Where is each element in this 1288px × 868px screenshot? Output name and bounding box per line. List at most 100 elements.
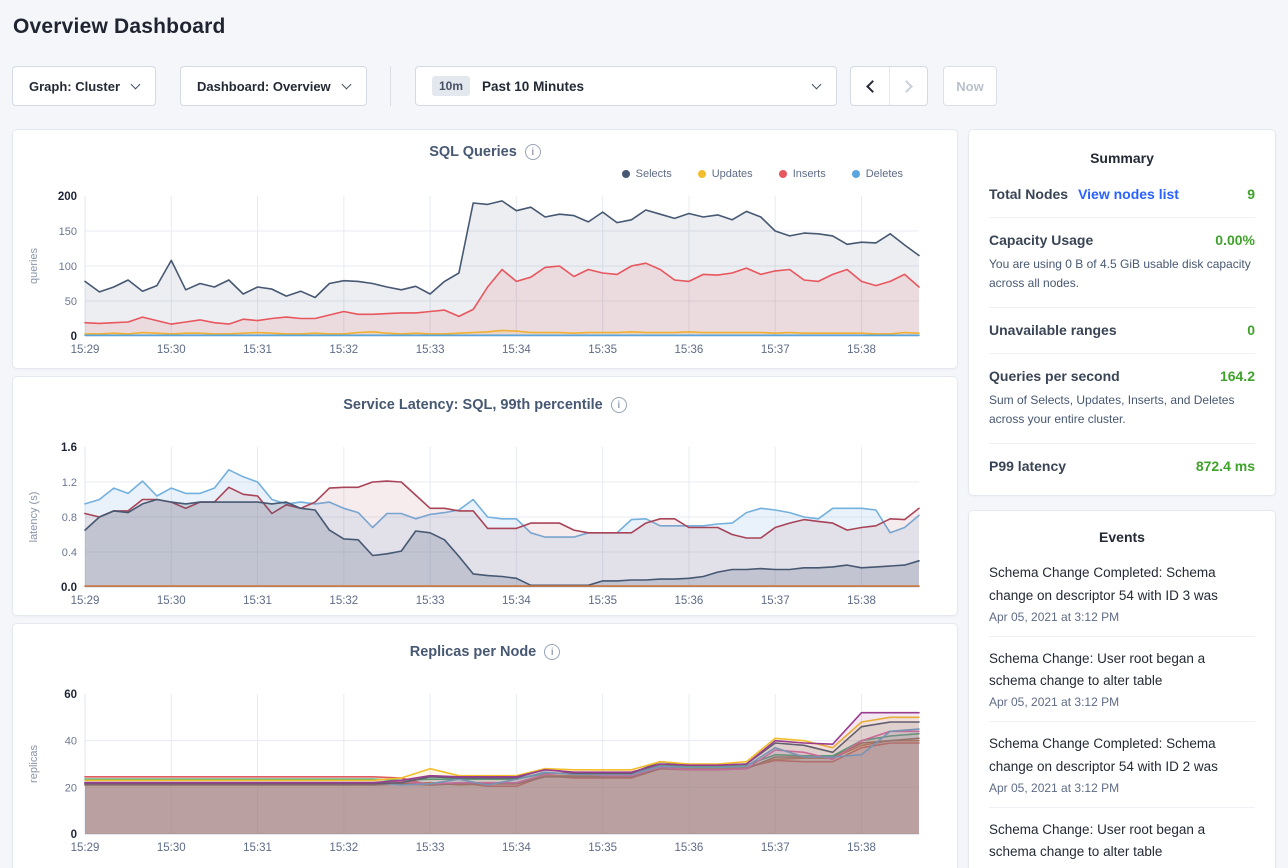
event-text: Schema Change: User root began a schema … (989, 821, 1206, 860)
svg-text:50: 50 (65, 296, 77, 308)
sql-queries-legend: Selects Updates Inserts Deletes (21, 166, 903, 182)
summary-panel: Summary Total Nodes View nodes list 9 Ca… (968, 129, 1276, 497)
chart-canvas[interactable]: 0 50 100 150 200 15:29 15:30 15:31 15:32 15:33 15:… (21, 184, 951, 360)
svg-text:15:35: 15:35 (588, 595, 617, 607)
summary-label: Queries per second (989, 368, 1120, 385)
legend-label: Inserts (792, 168, 826, 180)
summary-label: Total Nodes (989, 186, 1069, 202)
chevron-left-icon (865, 79, 879, 93)
event-timestamp: Apr 05, 2021 at 3:12 PM (989, 780, 1120, 795)
chart-canvas[interactable]: 0.0 0.4 0.8 1.2 1.6 15:29 15:30 15:31 15:32 15:33… (21, 435, 951, 611)
summary-value: 872.4 ms (1195, 458, 1255, 475)
svg-text:15:38: 15:38 (847, 842, 876, 854)
summary-row-unavailable-ranges: Unavailable ranges 0 (989, 308, 1255, 355)
svg-text:15:32: 15:32 (329, 595, 358, 607)
summary-value: 164.2 (1219, 368, 1255, 385)
legend-item-deletes[interactable]: Deletes (851, 166, 903, 182)
chevron-down-icon (341, 79, 352, 89)
svg-text:20: 20 (65, 782, 77, 794)
event-timestamp: Apr 05, 2021 at 3:12 PM (989, 609, 1120, 624)
sql-queries-card: SQL Queries i Selects Updates Inserts Delet… (12, 129, 958, 369)
legend-item-updates[interactable]: Updates (697, 166, 753, 182)
time-prev-button[interactable] (851, 67, 889, 105)
svg-text:15:33: 15:33 (416, 344, 445, 356)
svg-text:1.6: 1.6 (61, 442, 77, 454)
svg-text:15:34: 15:34 (502, 344, 531, 356)
time-next-button[interactable] (889, 67, 927, 105)
dashboard-dropdown[interactable]: Dashboard: Overview (180, 66, 367, 106)
legend-item-inserts[interactable]: Inserts (778, 166, 826, 182)
event-item[interactable]: Schema Change Completed: Schema change o… (989, 722, 1255, 808)
svg-text:200: 200 (58, 191, 77, 203)
svg-text:15:29: 15:29 (71, 344, 100, 356)
svg-text:40: 40 (65, 736, 77, 748)
event-text: Schema Change Completed: Schema change o… (989, 565, 1218, 603)
summary-label: Unavailable ranges (989, 322, 1117, 339)
svg-text:0.4: 0.4 (62, 547, 77, 559)
dashboard-content: SQL Queries i Selects Updates Inserts Delet… (0, 129, 1288, 868)
time-nav-group (850, 66, 928, 106)
sql-queries-chart[interactable]: 0 50 100 150 200 15:29 15:30 15:31 15:32 15:33 15:… (21, 184, 949, 365)
svg-text:15:30: 15:30 (157, 595, 186, 607)
svg-text:15:36: 15:36 (675, 595, 704, 607)
summary-row-queries-per-second: Queries per second 164.2 Sum of Selects,… (989, 354, 1255, 445)
event-text: Schema Change Completed: Schema change o… (989, 736, 1218, 774)
toolbar: Graph: Cluster Dashboard: Overview 10m P… (12, 66, 1276, 106)
svg-text:15:29: 15:29 (71, 595, 100, 607)
view-nodes-list-link[interactable]: View nodes list (1078, 186, 1179, 202)
legend-dot-icon (778, 170, 787, 178)
event-item[interactable]: Schema Change Completed: Schema change o… (989, 551, 1255, 637)
chevron-right-icon (900, 79, 913, 93)
svg-text:15:36: 15:36 (675, 344, 704, 356)
svg-text:15:36: 15:36 (675, 842, 704, 854)
summary-row-capacity-usage: Capacity Usage 0.00% You are using 0 B o… (989, 218, 1255, 309)
svg-text:60: 60 (64, 689, 77, 701)
graph-dropdown-label: Graph: Cluster (29, 78, 121, 94)
chart-title-text: Service Latency: SQL, 99th percentile (343, 397, 603, 413)
svg-text:15:33: 15:33 (416, 595, 445, 607)
side-column: Summary Total Nodes View nodes list 9 Ca… (968, 129, 1276, 868)
legend-item-selects[interactable]: Selects (621, 166, 672, 182)
graph-dropdown[interactable]: Graph: Cluster (12, 66, 156, 106)
legend-label: Updates (711, 168, 753, 180)
svg-text:0: 0 (71, 829, 77, 841)
summary-value: 0 (1247, 322, 1255, 339)
service-latency-chart[interactable]: 0.0 0.4 0.8 1.2 1.6 15:29 15:30 15:31 15:32 15:33… (21, 435, 951, 615)
svg-text:0.8: 0.8 (62, 512, 77, 524)
event-timestamp: Apr 05, 2021 at 3:12 PM (989, 695, 1120, 710)
svg-text:15:31: 15:31 (243, 842, 272, 854)
events-panel: Events Schema Change Completed: Schema c… (968, 510, 1276, 868)
replicas-per-node-chart[interactable]: 0 20 40 60 15:29 15:30 15:31 15:32 15:33 15:34 15:… (21, 682, 949, 863)
svg-text:15:35: 15:35 (588, 842, 617, 854)
chevron-down-icon (130, 79, 141, 89)
now-button[interactable]: Now (943, 66, 997, 106)
chart-canvas[interactable]: 0 20 40 60 15:29 15:30 15:31 15:32 15:33 15:34 15:… (21, 682, 951, 858)
info-icon[interactable]: i (544, 644, 561, 660)
dashboard-dropdown-label: Dashboard: Overview (197, 78, 331, 94)
event-item[interactable]: Schema Change: User root began a schema … (989, 637, 1255, 723)
time-range-badge: 10m (432, 76, 471, 96)
event-item[interactable]: Schema Change: User root began a schema … (989, 808, 1255, 868)
info-icon[interactable]: i (610, 397, 627, 413)
svg-text:15:37: 15:37 (761, 595, 790, 607)
time-range-picker[interactable]: 10m Past 10 Minutes (415, 66, 837, 106)
svg-text:15:33: 15:33 (416, 842, 445, 854)
summary-description: You are using 0 B of 4.5 GiB usable disk… (989, 257, 1251, 290)
svg-text:15:34: 15:34 (502, 842, 531, 854)
summary-row-p99-latency: P99 latency 872.4 ms (989, 444, 1255, 489)
svg-text:0.0: 0.0 (61, 582, 77, 594)
legend-label: Selects (635, 168, 672, 180)
svg-text:100: 100 (59, 261, 77, 273)
summary-value: 0.00% (1215, 232, 1255, 248)
charts-column: SQL Queries i Selects Updates Inserts Delet… (12, 129, 958, 868)
svg-text:15:32: 15:32 (329, 344, 358, 356)
svg-text:15:30: 15:30 (157, 344, 186, 356)
events-title: Events (1099, 529, 1145, 546)
svg-text:15:34: 15:34 (502, 595, 531, 607)
sql-queries-title: SQL Queries i (21, 144, 949, 160)
svg-text:queries: queries (28, 247, 40, 284)
event-text: Schema Change: User root began a schema … (989, 650, 1206, 689)
info-icon[interactable]: i (524, 144, 541, 160)
page-title: Overview Dashboard (13, 15, 226, 38)
svg-text:15:30: 15:30 (157, 842, 186, 854)
